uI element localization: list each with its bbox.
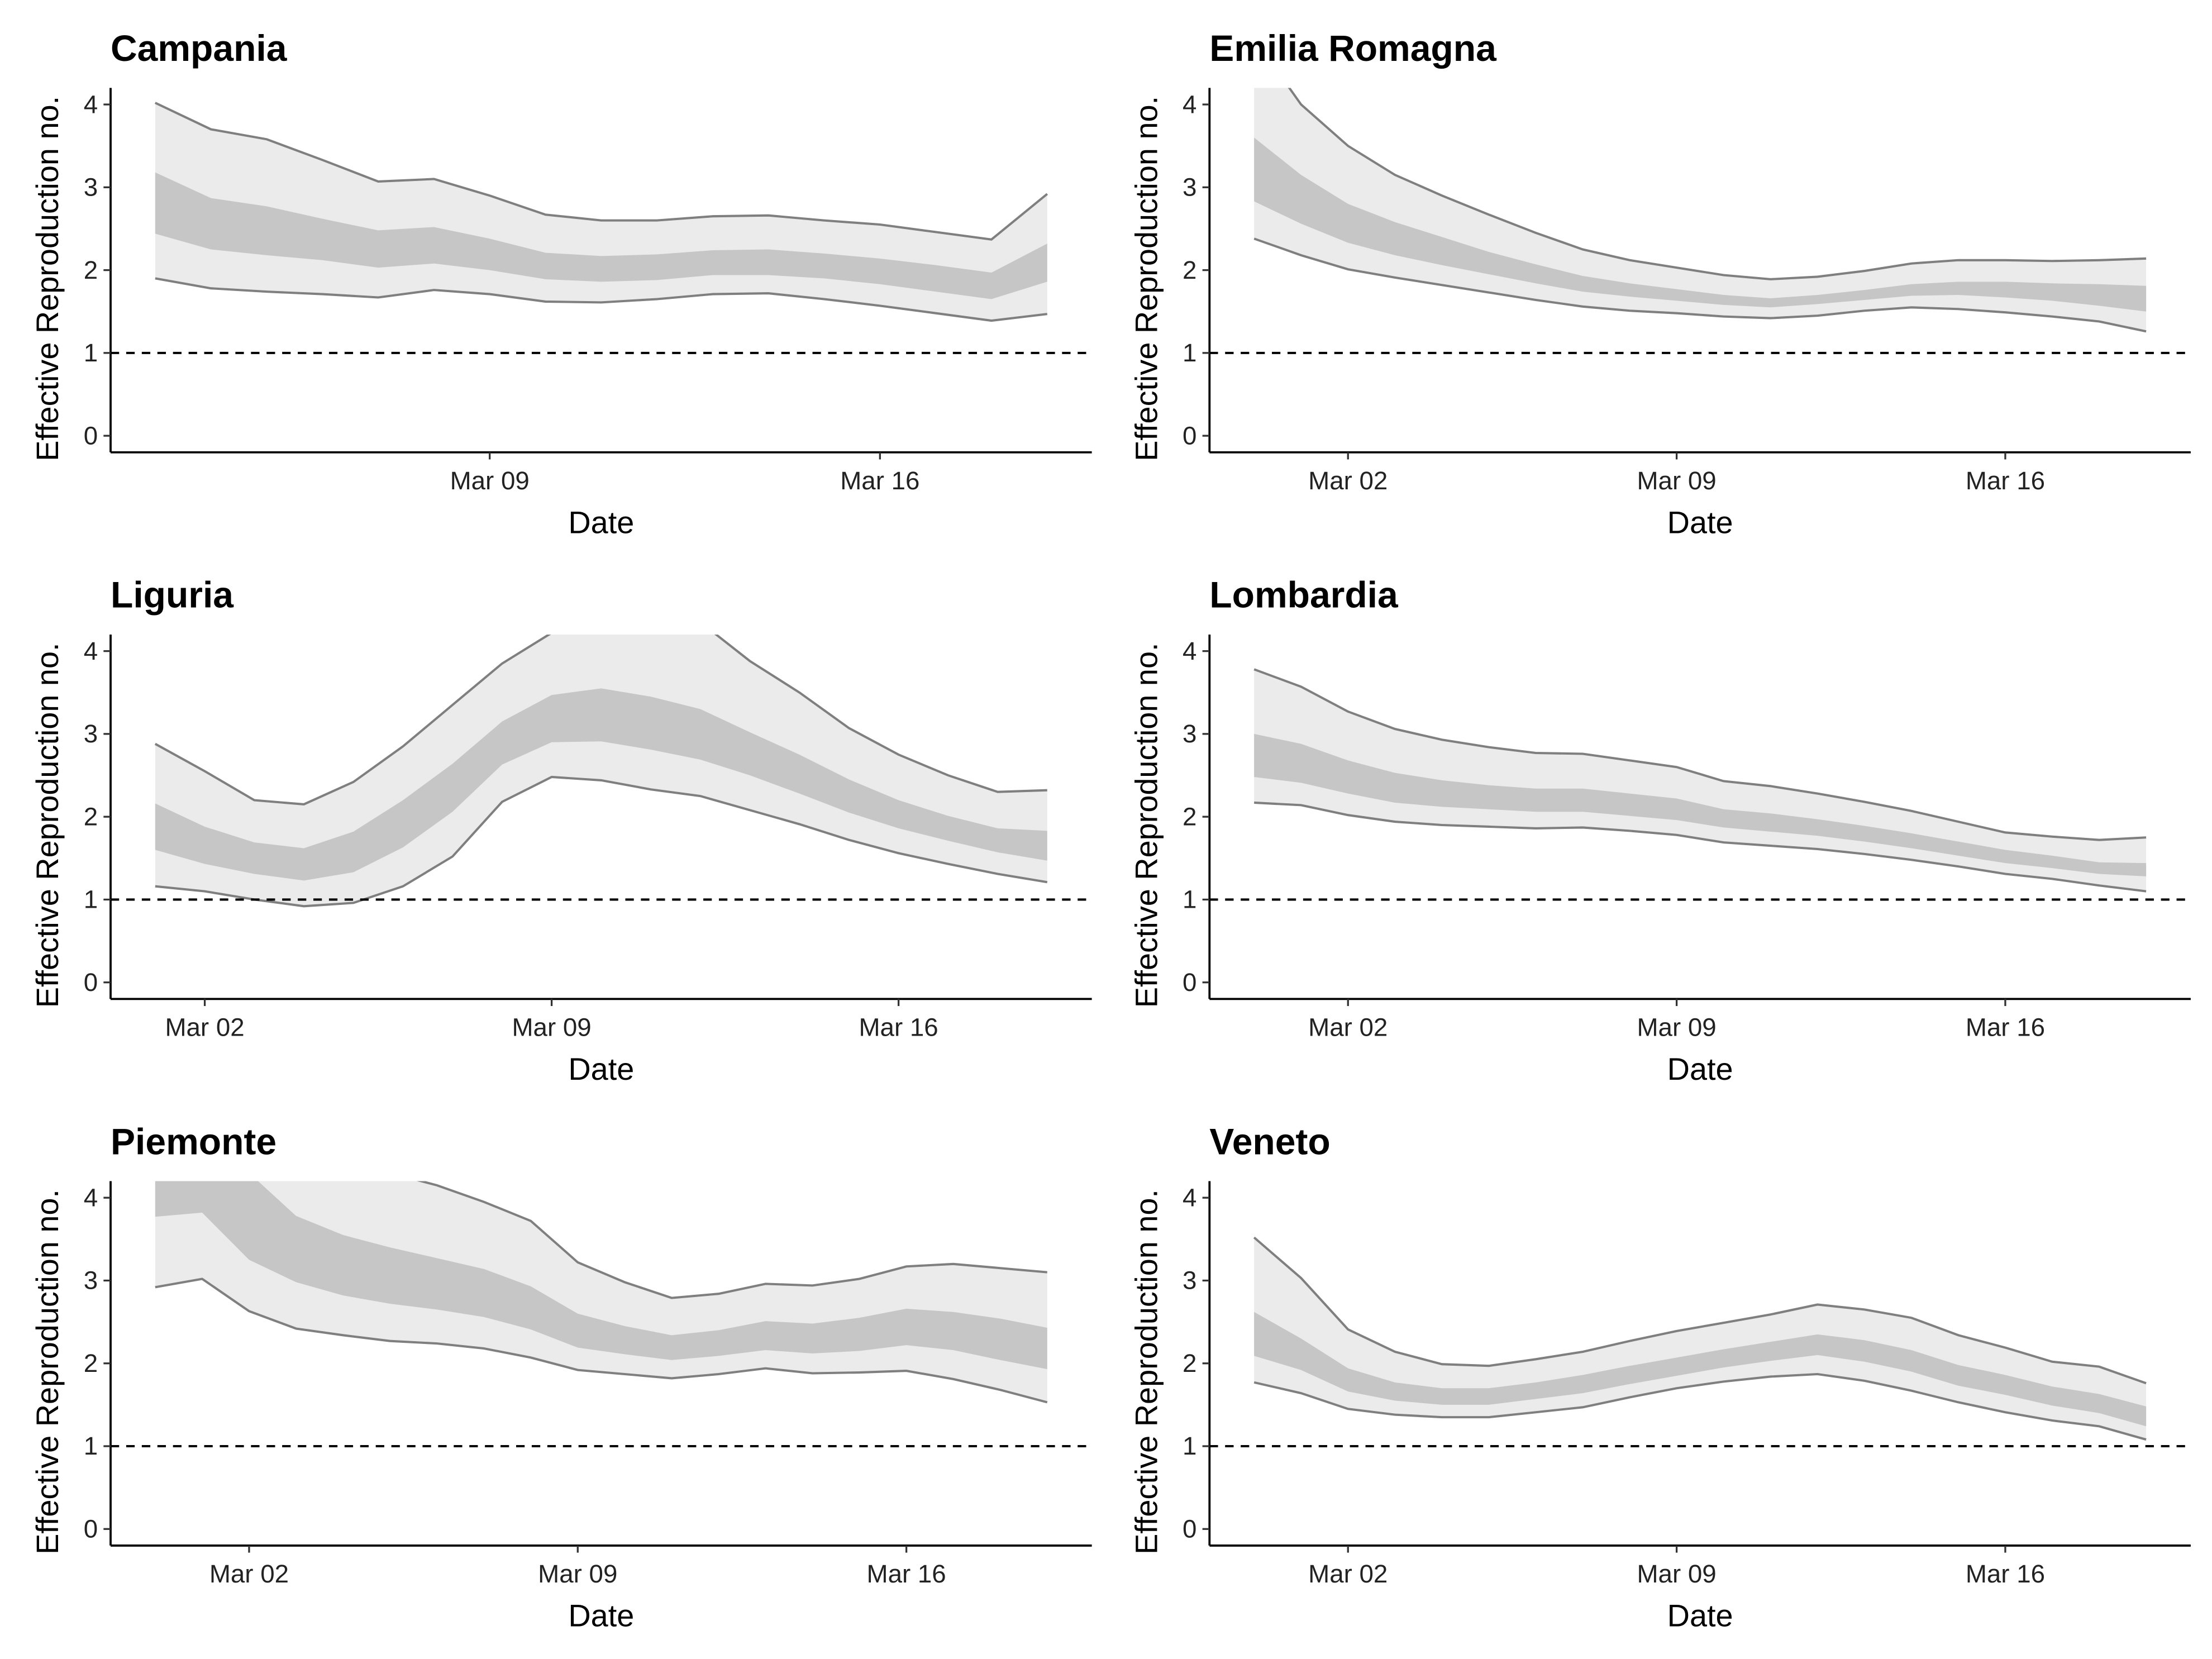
interval-band [1254, 1237, 2147, 1440]
y-axis-label: Effective Reproduction no. [1128, 1189, 1164, 1555]
x-tick-label: Mar 02 [1308, 1560, 1388, 1588]
y-tick-label: 3 [1183, 719, 1196, 748]
panel: 0 1 2 3 4 Mar 02 Mar 09 Mar 16 Piemonte Date Effec… [30, 1121, 1092, 1633]
interval-edge [154, 634, 1047, 805]
y-axis-label: Effective Reproduction no. [30, 642, 65, 1008]
y-tick-label: 2 [84, 1349, 98, 1377]
x-tick-label: Mar 09 [538, 1560, 617, 1588]
y-axis-label: Effective Reproduction no. [1128, 96, 1164, 461]
y-tick-label: 3 [1183, 1266, 1196, 1295]
y-tick-label: 3 [84, 173, 98, 202]
y-tick-label: 4 [1183, 1183, 1196, 1212]
x-tick-label: Mar 02 [1308, 466, 1388, 495]
y-tick-label: 0 [1183, 1515, 1196, 1543]
y-tick-label: 3 [84, 719, 98, 748]
x-tick-label: Mar 16 [867, 1560, 946, 1588]
x-tick-label: Mar 16 [840, 466, 919, 495]
panel: 0 1 2 3 4 Mar 09 Mar 16 Campania Date Effective R… [30, 27, 1092, 540]
panel-title: Veneto [1209, 1121, 1330, 1162]
x-axis-label: Date [1667, 1598, 1733, 1633]
x-axis-label: Date [568, 1051, 634, 1086]
interval-edge [1253, 1372, 2147, 1441]
x-tick-label: Mar 16 [1966, 1013, 2045, 1041]
interval-band [1254, 733, 2147, 876]
x-tick-label: Mar 09 [512, 1013, 591, 1041]
y-axis-label: Effective Reproduction no. [30, 1189, 65, 1555]
y-tick-label: 0 [1183, 421, 1196, 450]
y-tick-label: 2 [1183, 1349, 1196, 1377]
y-tick-label: 3 [1183, 173, 1196, 202]
x-tick-label: Mar 09 [1637, 466, 1716, 495]
y-tick-label: 4 [1183, 90, 1196, 118]
y-axis-label: Effective Reproduction no. [1128, 642, 1164, 1008]
panel: 0 1 2 3 4 Mar 02 Mar 09 Mar 16 Emilia Romagna Dat… [1128, 27, 2191, 540]
x-tick-label: Mar 09 [1637, 1013, 1716, 1041]
y-tick-label: 4 [84, 637, 98, 665]
x-tick-label: Mar 02 [165, 1013, 244, 1041]
interval-band [155, 688, 1047, 881]
plot-area [1253, 1236, 2147, 1441]
y-tick-label: 0 [1183, 968, 1196, 997]
y-tick-label: 0 [84, 1515, 98, 1543]
panel: 0 1 2 3 4 Mar 02 Mar 09 Mar 16 Liguria Date Effect… [30, 574, 1092, 1086]
y-tick-label: 0 [84, 421, 98, 450]
interval-band [1254, 1312, 2147, 1427]
panel-title: Piemonte [111, 1121, 276, 1162]
panel: 0 1 2 3 4 Mar 02 Mar 09 Mar 16 Lombardia Date Effe… [1128, 574, 2191, 1086]
interval-edge [417, 1181, 1047, 1299]
y-tick-label: 3 [84, 1266, 98, 1295]
y-tick-label: 4 [84, 90, 98, 118]
panel-title: Lombardia [1209, 574, 1399, 616]
y-tick-label: 1 [84, 339, 98, 367]
y-tick-label: 1 [1183, 885, 1196, 914]
panel: 0 1 2 3 4 Mar 02 Mar 09 Mar 16 Veneto Date Effecti… [1128, 1121, 2191, 1633]
x-axis-label: Date [1667, 504, 1733, 540]
plot-area [154, 102, 1048, 322]
interval-edge [1254, 801, 2147, 893]
plot-area [1253, 668, 2147, 893]
y-tick-label: 0 [84, 968, 98, 997]
y-tick-label: 1 [84, 885, 98, 914]
x-tick-label: Mar 09 [1637, 1560, 1716, 1588]
x-tick-label: Mar 16 [1966, 466, 2045, 495]
x-axis-label: Date [568, 504, 634, 540]
y-tick-label: 1 [84, 1432, 98, 1460]
x-axis-label: Date [1667, 1051, 1733, 1086]
interval-edge [155, 1277, 1048, 1404]
y-tick-label: 1 [1183, 1432, 1196, 1460]
panel-title: Liguria [111, 574, 234, 616]
interval-edge [155, 775, 1048, 908]
x-tick-label: Mar 09 [450, 466, 530, 495]
x-tick-label: Mar 02 [209, 1560, 289, 1588]
plot-area [155, 1181, 1048, 1404]
interval-edge [154, 102, 1048, 241]
y-tick-label: 1 [1183, 339, 1196, 367]
y-tick-label: 4 [1183, 637, 1196, 665]
plot-area [1253, 88, 2147, 333]
interval-edge [1253, 237, 2147, 333]
interval-band [155, 172, 1047, 299]
interval-edge [1253, 1236, 2147, 1385]
x-tick-label: Mar 16 [1966, 1560, 2045, 1588]
panel-title: Campania [111, 27, 288, 69]
plot-area [154, 634, 1048, 908]
y-tick-label: 2 [1183, 256, 1196, 284]
x-tick-label: Mar 16 [859, 1013, 938, 1041]
y-tick-label: 2 [84, 802, 98, 831]
x-tick-label: Mar 02 [1308, 1013, 1388, 1041]
interval-band [1254, 137, 2147, 312]
y-tick-label: 2 [1183, 802, 1196, 831]
y-tick-label: 4 [84, 1183, 98, 1212]
y-tick-label: 2 [84, 256, 98, 284]
interval-edge [1253, 668, 2147, 841]
interval-edge [1288, 88, 2147, 280]
interval-band [155, 1181, 1047, 1370]
x-axis-label: Date [568, 1598, 634, 1633]
y-axis-label: Effective Reproduction no. [30, 96, 65, 461]
interval-edge [155, 277, 1048, 322]
panel-title: Emilia Romagna [1209, 27, 1497, 69]
